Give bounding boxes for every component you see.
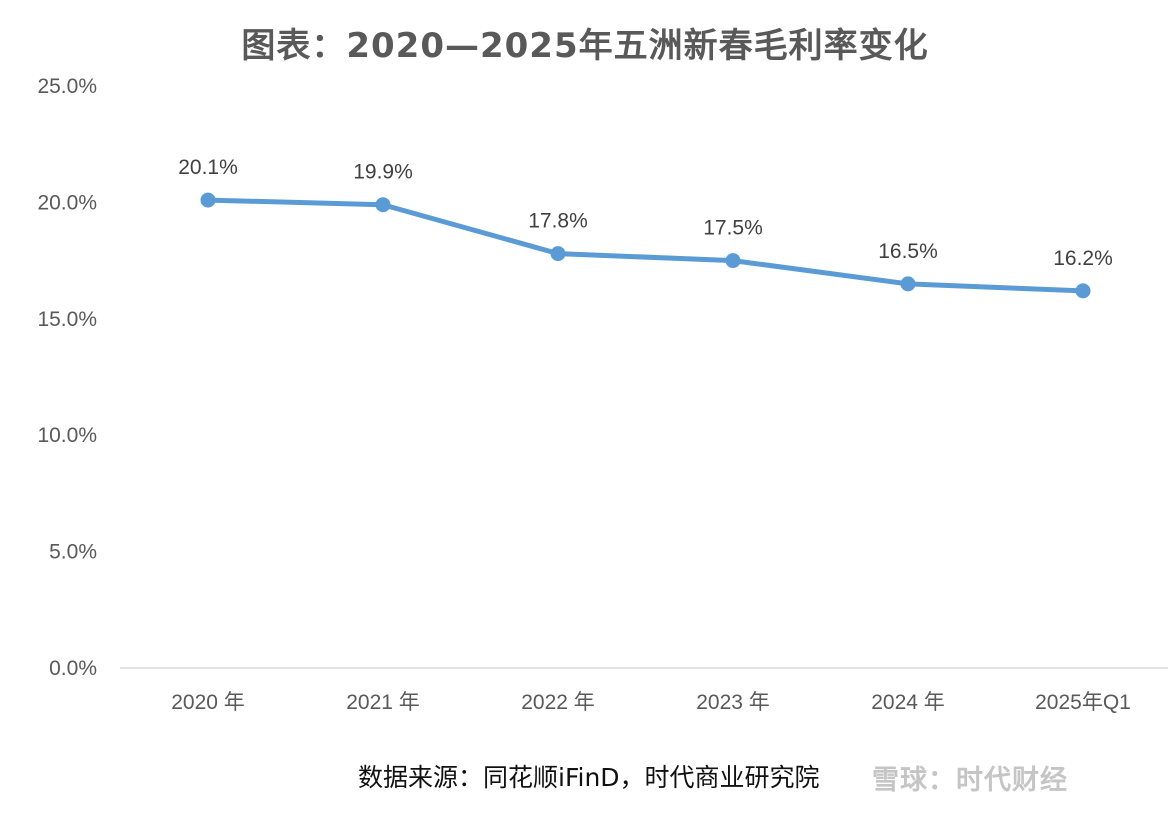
y-tick-label: 20.0% bbox=[37, 191, 97, 214]
y-tick-label: 5.0% bbox=[49, 541, 97, 564]
data-label: 16.2% bbox=[1053, 247, 1113, 270]
data-point bbox=[550, 246, 566, 262]
x-tick-label: 2025年Q1 bbox=[1035, 691, 1131, 714]
x-tick-label: 2023 年 bbox=[696, 691, 770, 714]
data-point bbox=[200, 192, 216, 208]
data-label: 16.5% bbox=[878, 240, 938, 263]
data-point bbox=[375, 197, 391, 213]
x-axis-tick-labels: 2020 年 2021 年 2022 年 2023 年 2024 年 2025年Q1 bbox=[171, 691, 1131, 714]
chart-title: 图表：2020—2025年五洲新春毛利率变化 bbox=[241, 26, 929, 66]
data-point bbox=[1075, 283, 1091, 299]
x-tick-label: 2022 年 bbox=[521, 691, 595, 714]
data-label: 17.8% bbox=[528, 210, 588, 233]
y-axis-tick-labels: 0.0% 5.0% 10.0% 15.0% 20.0% 25.0% bbox=[37, 75, 97, 680]
y-tick-label: 15.0% bbox=[37, 308, 97, 331]
y-tick-label: 25.0% bbox=[37, 75, 97, 98]
x-tick-label: 2021 年 bbox=[346, 691, 420, 714]
series-points bbox=[200, 192, 1091, 299]
data-label: 20.1% bbox=[178, 156, 238, 179]
data-point bbox=[900, 276, 916, 292]
series-line bbox=[205, 197, 1086, 294]
data-point bbox=[725, 253, 741, 269]
y-tick-label: 10.0% bbox=[37, 424, 97, 447]
data-label: 17.5% bbox=[703, 217, 763, 240]
x-tick-label: 2020 年 bbox=[171, 691, 245, 714]
data-label: 19.9% bbox=[353, 161, 413, 184]
y-tick-label: 0.0% bbox=[49, 657, 97, 680]
source-note: 数据来源：同花顺iFinD，时代商业研究院 bbox=[358, 763, 820, 792]
x-tick-label: 2024 年 bbox=[871, 691, 945, 714]
data-labels: 20.1% 19.9% 17.8% 17.5% 16.5% 16.2% bbox=[178, 156, 1113, 270]
watermark: 雪球：时代财经 bbox=[872, 765, 1068, 796]
